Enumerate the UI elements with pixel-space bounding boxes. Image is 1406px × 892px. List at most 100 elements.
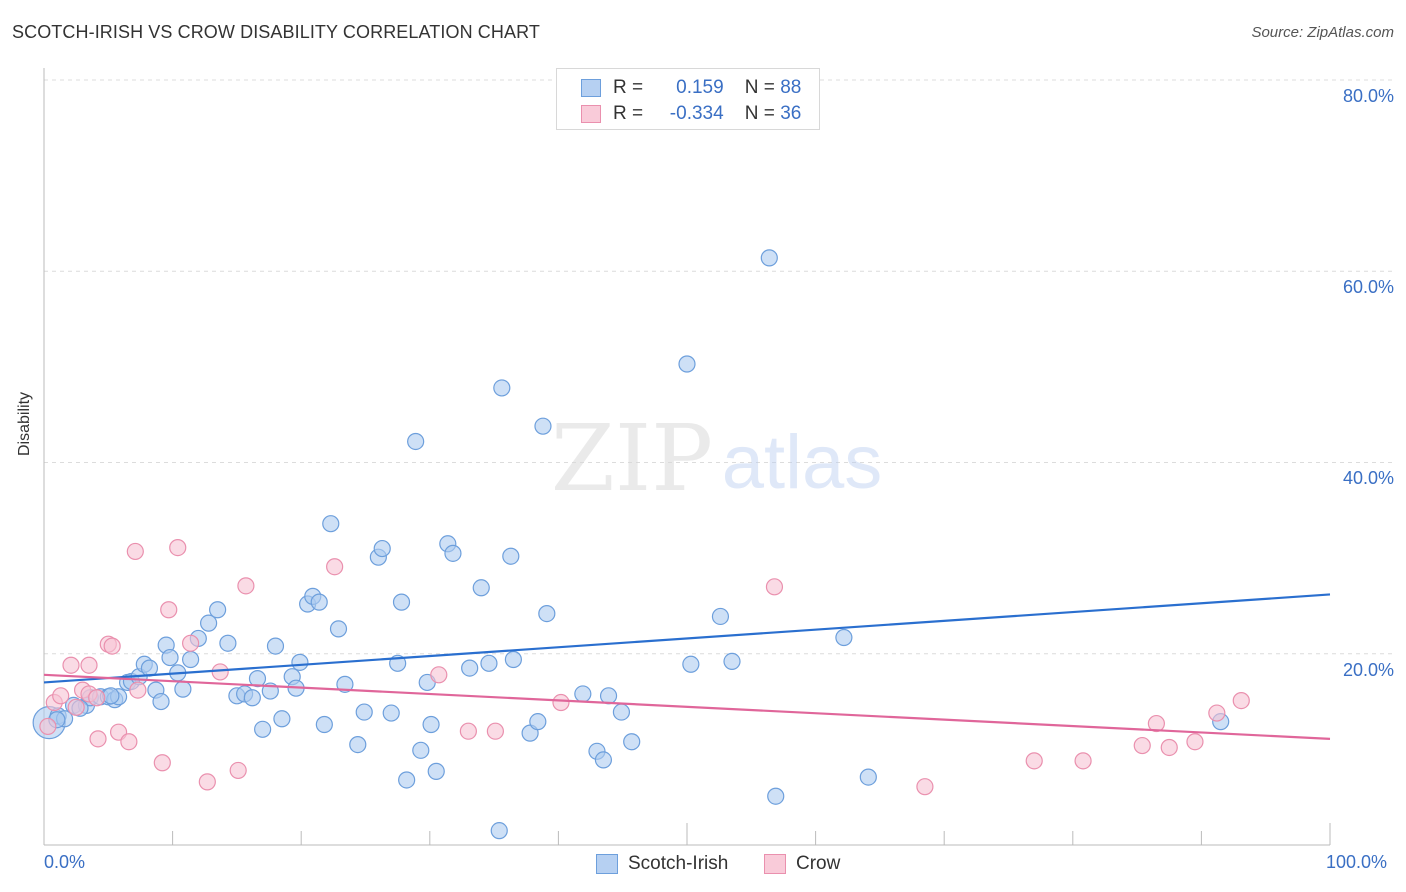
crow-point [103,637,121,655]
data-points [32,249,1250,840]
y-tick-60: 60.0% [1342,277,1394,297]
crow-point [153,754,171,772]
scotch-irish-point [835,628,853,647]
crow-swatch [581,105,601,123]
scotch-irish-point [373,539,391,558]
scotch-irish-point [594,751,613,769]
crow-point [160,601,178,619]
scotch-irish-point [161,648,179,667]
scotch-irish-point [355,703,373,721]
crow-point [1186,733,1204,751]
scotch-irish-point [398,771,416,789]
crow-legend-label: Crow [796,853,841,874]
stats-legend: R = 0.159 N = 88 R = -0.334 N = 36 [556,68,820,130]
crow-point [169,539,187,557]
scotch-irish-point [174,680,192,698]
x-tick-max: 100.0% [1326,852,1388,872]
scotch-irish-point [392,593,411,611]
scotch-irish-point [219,634,237,652]
crow-point [39,717,57,736]
scotch-irish-point [599,687,618,705]
y-tick-80: 80.0% [1342,86,1394,106]
scotch-irish-legend-swatch [596,854,618,874]
crow-point [459,722,477,740]
scotch-irish-point [248,670,267,688]
r-value: 0.159 [676,77,724,98]
crow-legend-swatch [764,854,786,874]
scotch-irish-point [266,637,285,655]
scotch-irish-point [678,355,696,373]
legend-item-crow[interactable]: Crow [764,852,840,876]
crow-point [916,778,934,796]
legend-item-scotch-irish[interactable]: Scotch-Irish [596,852,728,876]
trend-lines [43,593,1331,740]
scotch-irish-point [329,620,348,638]
scotch-irish-point [182,650,200,669]
stats-row-crow: R = -0.334 N = 36 [581,103,801,125]
crow-point [182,634,200,652]
scotch-irish-point [502,547,520,565]
scotch-irish-point [382,704,400,722]
stats-row-scotch-irish: R = 0.159 N = 88 [581,77,801,99]
crow-point [1232,692,1250,710]
r-label: R = [613,103,644,124]
scotch-irish-point [612,703,631,721]
scotch-irish-point [412,741,430,759]
crow-point [80,656,98,674]
scotch-irish-point [723,652,741,671]
crow-point [1133,736,1151,755]
scotch-irish-point [461,659,479,677]
scotch-irish-swatch [581,79,601,97]
scotch-irish-point [480,654,498,672]
scotch-irish-point [322,515,340,533]
crow-point [229,761,247,780]
scotch-irish-point [152,692,170,711]
n-label: N = [744,103,775,124]
crow-point [1208,704,1226,722]
crow-point [62,656,80,674]
watermark-zip: ZIP [551,405,713,512]
x-tick-min: 0.0% [44,852,86,872]
watermark-atlas: atlas [722,420,883,505]
scotch-irish-point [623,733,641,751]
gridlines [44,79,1394,655]
scotch-irish-point [538,604,556,623]
crow-point [88,689,106,707]
y-tick-20: 20.0% [1342,660,1394,680]
scotch-irish-point [472,579,490,597]
crow-trend-line [43,673,1331,740]
scotch-irish-point [490,822,508,840]
chart-title: SCOTCH-IRISH VS CROW DISABILITY CORRELAT… [12,22,540,42]
crow-point [1147,714,1165,733]
crow-point [198,773,216,791]
crow-point [765,578,784,596]
scotch-irish-point [102,687,120,705]
source-label: Source: ZipAtlas.com [1251,24,1394,41]
crow-point [89,730,107,748]
r-value: -0.334 [669,103,724,124]
scotch-irish-point [209,601,227,619]
scotch-irish-point [493,379,511,397]
scotch-irish-point [291,653,309,671]
n-value: 88 [780,77,802,98]
scotch-irish-point [760,249,778,267]
crow-point [1025,752,1043,770]
crow-point [1074,752,1092,770]
scotch-irish-point [310,593,328,611]
scotch-irish-point [254,720,272,738]
y-tick-40: 40.0% [1342,468,1394,488]
scotch-irish-point [444,544,462,562]
scotch-irish-point [859,768,877,786]
scotch-irish-point [273,710,291,728]
scotch-irish-point [243,689,261,707]
scotch-irish-point [422,715,440,734]
crow-point [552,693,570,712]
scotch-irish-point [349,735,367,754]
scotch-irish-point [711,607,730,626]
scotch-irish-point [682,655,700,673]
crow-point [211,663,229,681]
crow-point [129,681,147,699]
crow-point [237,577,255,595]
crow-point [67,698,85,716]
